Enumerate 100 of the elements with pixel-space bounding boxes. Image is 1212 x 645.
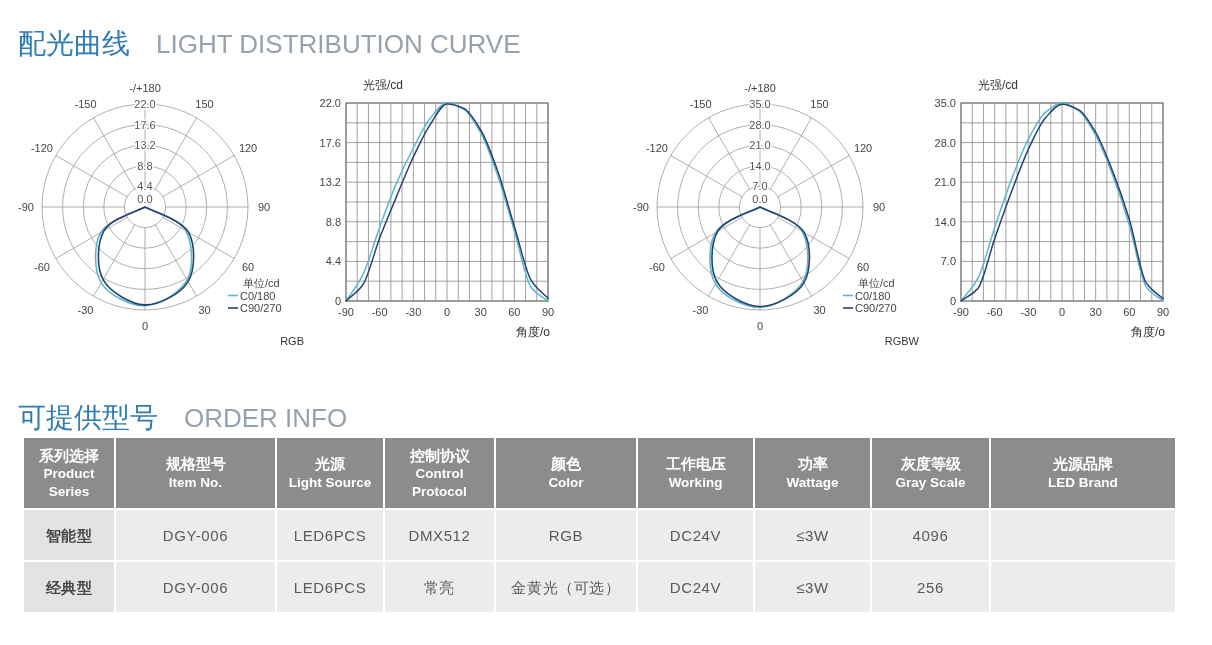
y-tick-label: 0.0 bbox=[137, 193, 153, 205]
cell: 经典型 bbox=[24, 562, 114, 612]
category-label: 控制协议 Control Protocol bbox=[408, 446, 471, 499]
x-tick-label: 0 bbox=[443, 306, 451, 318]
chart-title: 配光曲线 bbox=[18, 27, 130, 60]
category-label: 90 bbox=[257, 201, 271, 213]
category-label: -30 bbox=[77, 304, 94, 317]
y-tick-label: 4.4 bbox=[137, 180, 153, 193]
legend-title: 单位/cd bbox=[858, 277, 895, 289]
y-tick-label: 13.2 bbox=[319, 176, 341, 189]
category-label: 光源 Light Source bbox=[288, 455, 372, 490]
category-label: 120 bbox=[853, 141, 873, 154]
category-label: -150 bbox=[689, 97, 712, 110]
cell: ≤3W bbox=[755, 510, 870, 560]
y-axis-title: 光强/cd bbox=[978, 78, 1018, 92]
cell: DMX512 bbox=[385, 510, 494, 560]
cell: ≤3W bbox=[755, 562, 870, 612]
category-label: 光源品牌 LED Brand bbox=[1048, 455, 1118, 490]
header-cell: 系列选择 Product Series bbox=[24, 438, 114, 508]
y-tick-label: 7.0 bbox=[752, 180, 768, 193]
category-label: 30 bbox=[198, 304, 211, 317]
category-label: 灰度等级 Gray Scale bbox=[895, 455, 966, 490]
y-tick-label: 0 bbox=[949, 295, 956, 307]
x-tick-label: 0 bbox=[1058, 306, 1066, 318]
category-label: 规格型号 Item No. bbox=[164, 455, 226, 490]
category-label: 90 bbox=[872, 201, 886, 213]
x-tick-label: 90 bbox=[541, 306, 555, 318]
cell: DC24V bbox=[638, 510, 753, 560]
y-tick-label: 35.0 bbox=[749, 98, 771, 110]
header-cell: 灰度等级 Gray Scale bbox=[872, 438, 989, 508]
y-tick-label: 17.6 bbox=[319, 136, 341, 149]
category-label: 60 bbox=[241, 260, 255, 273]
x-tick-label: 90 bbox=[1156, 306, 1170, 318]
x-tick-label: -60 bbox=[986, 306, 1003, 318]
category-label: 工作电压 Working bbox=[664, 455, 726, 490]
y-tick-label: 8.8 bbox=[325, 215, 341, 228]
category-label: 30 bbox=[813, 304, 826, 317]
x-tick-label: -30 bbox=[405, 306, 422, 318]
category-label: -120 bbox=[645, 141, 668, 154]
category-label: -30 bbox=[692, 304, 709, 317]
cell: 4096 bbox=[872, 510, 989, 560]
category-label: -/+180 bbox=[129, 82, 161, 94]
y-tick-label: 21.0 bbox=[749, 139, 771, 152]
cell: 智能型 bbox=[24, 510, 114, 560]
y-tick-label: 8.8 bbox=[137, 159, 153, 172]
cell: RGB bbox=[496, 510, 636, 560]
header-cell: 工作电压 Working bbox=[638, 438, 753, 508]
annotation: RGBW bbox=[884, 335, 919, 347]
x-tick-label: -60 bbox=[371, 306, 388, 318]
cell: LED6PCS bbox=[277, 510, 383, 560]
category-label: 150 bbox=[195, 97, 214, 110]
y-tick-label: 21.0 bbox=[934, 176, 956, 189]
x-axis-title: 角度/o bbox=[516, 325, 550, 339]
y-tick-label: 22.0 bbox=[134, 98, 156, 110]
chart-subtitle: ORDER INFO bbox=[184, 403, 348, 433]
category-label: 功率 Wattage bbox=[786, 455, 839, 490]
category-label: 系列选择 Product Series bbox=[38, 446, 99, 499]
legend-label: C90/270 bbox=[855, 302, 897, 314]
y-tick-label: 17.6 bbox=[134, 118, 156, 131]
legend-label: C90/270 bbox=[240, 302, 282, 314]
x-tick-label: -90 bbox=[953, 306, 969, 318]
cell: DC24V bbox=[638, 562, 753, 612]
category-label: 0 bbox=[141, 320, 149, 332]
y-tick-label: 28.0 bbox=[934, 136, 956, 149]
y-axis-title: 光强/cd bbox=[363, 78, 403, 92]
y-tick-label: 14.0 bbox=[934, 215, 956, 228]
chart-title: 可提供型号 bbox=[18, 401, 158, 434]
x-tick-label: 30 bbox=[474, 306, 487, 318]
category-label: 120 bbox=[238, 141, 258, 154]
y-tick-label: 35.0 bbox=[934, 97, 956, 109]
y-tick-label: 14.0 bbox=[749, 159, 771, 172]
category-label: 颜色 Color bbox=[548, 455, 585, 490]
cell: 256 bbox=[872, 562, 989, 612]
category-label: -/+180 bbox=[744, 82, 776, 94]
x-tick-label: 60 bbox=[1123, 306, 1136, 318]
category-label: -120 bbox=[30, 141, 53, 154]
cell: DGY-006 bbox=[116, 510, 275, 560]
category-label: 60 bbox=[856, 260, 870, 273]
header-cell: 功率 Wattage bbox=[755, 438, 870, 508]
x-tick-label: -30 bbox=[1020, 306, 1037, 318]
chart-subtitle: LIGHT DISTRIBUTION CURVE bbox=[156, 29, 521, 59]
annotation: RGB bbox=[280, 335, 304, 347]
header-cell: 光源品牌 LED Brand bbox=[991, 438, 1175, 508]
category-label: 0 bbox=[756, 320, 764, 332]
y-tick-label: 0.0 bbox=[752, 193, 768, 205]
y-tick-label: 22.0 bbox=[319, 97, 341, 109]
category-label: -90 bbox=[18, 201, 34, 213]
header-cell: 规格型号 Item No. bbox=[116, 438, 275, 508]
cell: 金黄光（可选） bbox=[496, 562, 636, 612]
legend-label: C0/180 bbox=[855, 289, 891, 302]
category-label: -60 bbox=[649, 260, 665, 273]
y-tick-label: 4.4 bbox=[325, 255, 341, 268]
cell: 常亮 bbox=[385, 562, 494, 612]
legend-title: 单位/cd bbox=[243, 277, 280, 289]
y-tick-label: 13.2 bbox=[134, 139, 156, 152]
category-label: -60 bbox=[34, 260, 50, 273]
y-tick-label: 0 bbox=[334, 295, 341, 307]
header-cell: 颜色 Color bbox=[496, 438, 636, 508]
x-axis-title: 角度/o bbox=[1131, 325, 1165, 339]
y-tick-label: 28.0 bbox=[749, 118, 771, 131]
